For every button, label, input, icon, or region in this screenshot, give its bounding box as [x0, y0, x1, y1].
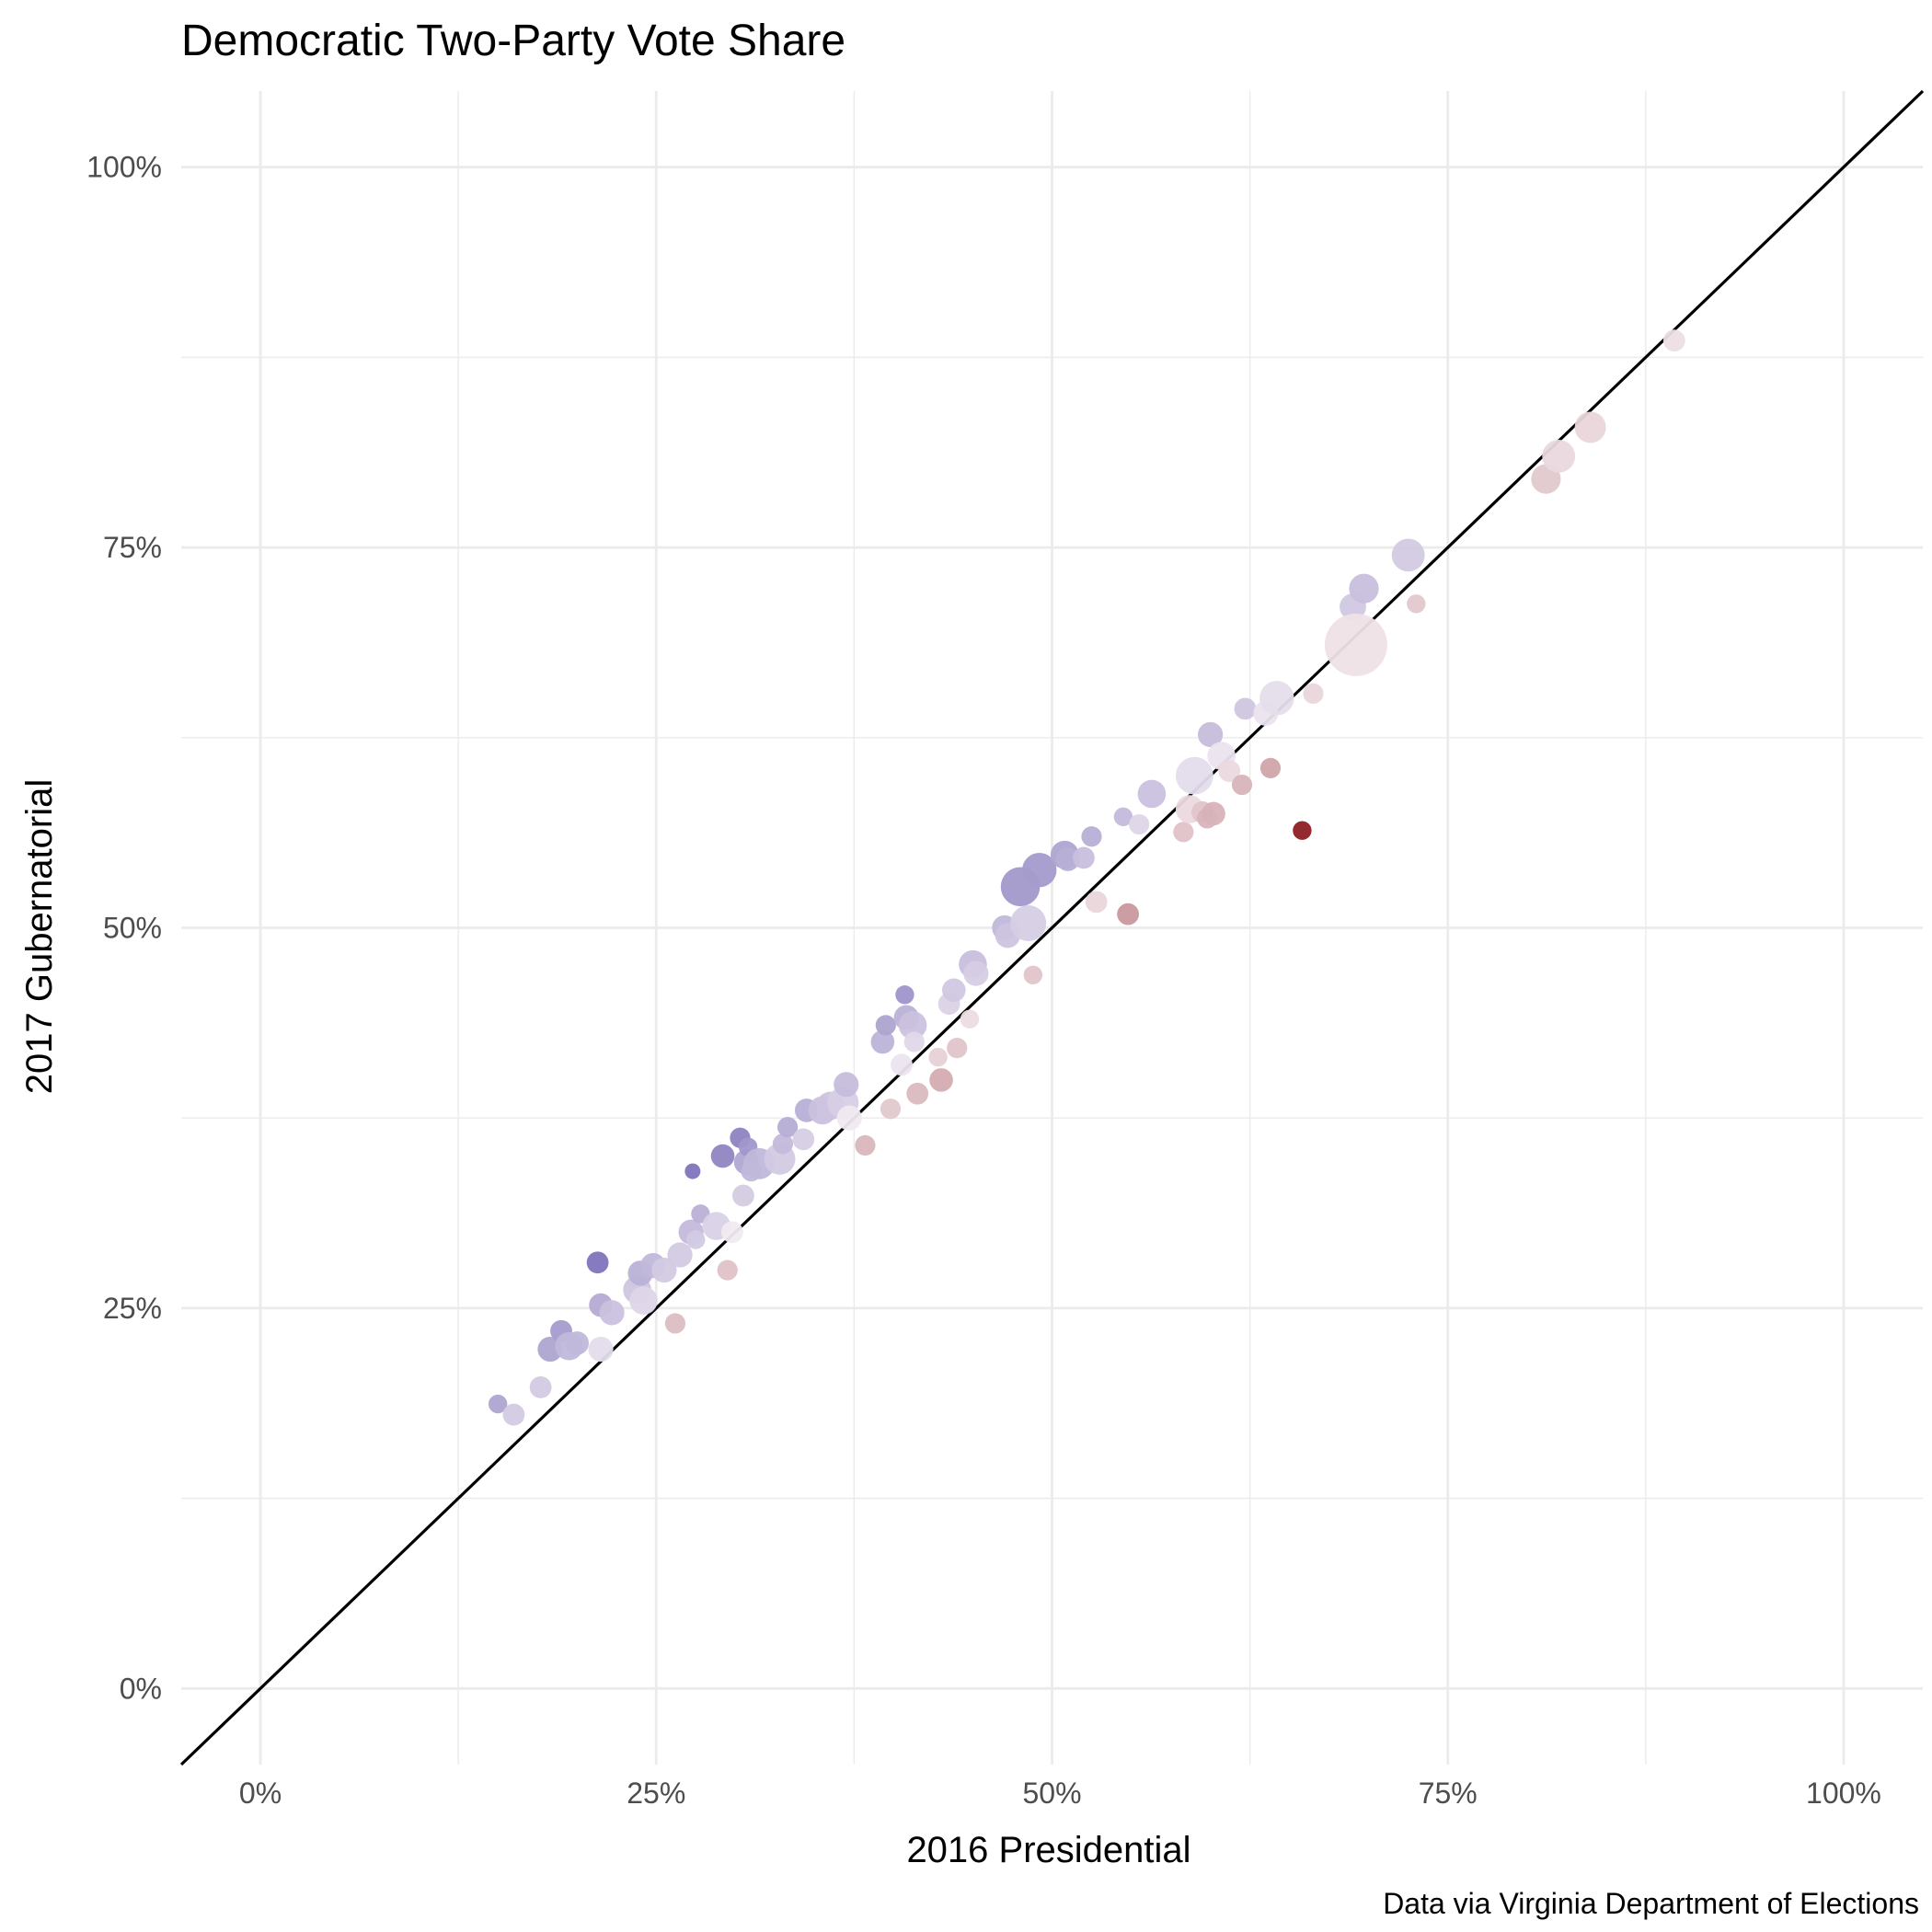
y-axis-title: 2017 Gubernatorial	[19, 779, 60, 1094]
data-point	[898, 1011, 927, 1040]
data-point	[928, 1047, 948, 1067]
data-point	[599, 1300, 625, 1326]
data-point	[1542, 439, 1576, 473]
data-point	[720, 1221, 743, 1244]
data-point	[1023, 965, 1043, 984]
data-point	[1574, 411, 1606, 443]
chart-caption: Data via Virginia Department of Election…	[1383, 1887, 1919, 1920]
data-point	[891, 1053, 913, 1076]
data-point	[684, 1163, 701, 1179]
chart-title: Democratic Two-Party Vote Share	[181, 17, 845, 65]
data-point	[870, 1029, 895, 1054]
data-point	[942, 978, 966, 1003]
x-tick-label: 50%	[1022, 1777, 1081, 1810]
data-point	[855, 1134, 876, 1156]
data-point	[529, 1375, 552, 1398]
y-tick-label: 100%	[86, 151, 162, 184]
data-point	[1231, 774, 1253, 796]
grid	[181, 91, 1923, 1765]
data-point	[903, 1031, 925, 1052]
data-point	[895, 985, 914, 1005]
x-tick-label: 25%	[627, 1777, 685, 1810]
data-point	[963, 960, 989, 986]
data-point	[717, 1259, 738, 1281]
data-point	[1022, 852, 1057, 888]
data-point	[1173, 822, 1194, 843]
data-point	[1391, 538, 1425, 572]
data-point	[1137, 779, 1167, 809]
data-points	[488, 329, 1685, 1426]
data-point	[565, 1331, 590, 1355]
data-point	[1259, 681, 1294, 716]
tick-labels: 0% 25% 50% 75% 100% 0% 25% 50% 75% 100%	[86, 151, 1881, 1810]
data-point	[1113, 807, 1133, 826]
data-point	[1129, 813, 1150, 835]
data-point	[792, 1128, 815, 1151]
data-point	[1662, 329, 1685, 352]
data-point	[1175, 756, 1213, 795]
x-tick-label: 75%	[1419, 1777, 1478, 1810]
data-point	[629, 1286, 658, 1315]
reference-line	[179, 89, 1925, 1766]
data-point	[1259, 757, 1282, 778]
data-point	[1117, 903, 1140, 926]
data-point	[651, 1257, 677, 1283]
data-point	[732, 1184, 754, 1207]
x-axis-title: 2016 Presidential	[906, 1830, 1190, 1870]
data-point	[875, 1015, 896, 1036]
data-point	[502, 1403, 525, 1426]
y-tick-label: 75%	[103, 531, 162, 564]
y-tick-label: 50%	[103, 912, 162, 945]
data-point	[834, 1072, 859, 1098]
data-point	[686, 1230, 706, 1249]
y-tick-label: 0%	[120, 1672, 162, 1705]
data-point	[1303, 683, 1324, 704]
data-point	[588, 1336, 614, 1363]
data-point	[1010, 905, 1047, 942]
data-point	[836, 1105, 862, 1131]
x-tick-label: 100%	[1806, 1777, 1881, 1810]
data-point	[667, 1242, 693, 1268]
data-point	[586, 1251, 609, 1274]
y-tick-label: 25%	[103, 1292, 162, 1325]
data-point	[880, 1098, 902, 1120]
data-point	[1218, 760, 1241, 783]
data-point	[929, 1068, 953, 1092]
data-point	[1293, 821, 1312, 840]
data-point	[488, 1394, 508, 1414]
data-point	[664, 1313, 686, 1334]
data-point	[1234, 697, 1257, 720]
x-tick-label: 0%	[239, 1777, 282, 1810]
data-point	[1081, 826, 1102, 847]
data-point	[1085, 891, 1108, 914]
data-point	[1349, 573, 1379, 604]
data-point	[1407, 594, 1426, 614]
data-point	[772, 1133, 794, 1155]
data-point	[1202, 801, 1225, 826]
data-point	[1324, 613, 1387, 676]
identity-line	[179, 89, 1925, 1766]
data-point	[960, 1009, 980, 1029]
data-point	[710, 1144, 735, 1168]
data-point	[777, 1117, 799, 1138]
data-point	[1073, 846, 1095, 869]
data-point	[906, 1082, 929, 1105]
data-point	[947, 1038, 968, 1059]
data-point	[1197, 721, 1224, 748]
